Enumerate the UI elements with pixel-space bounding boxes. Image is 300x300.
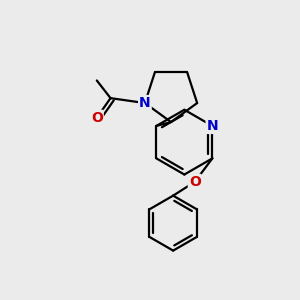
Text: N: N	[139, 96, 151, 110]
Text: O: O	[189, 175, 201, 189]
Text: O: O	[91, 111, 103, 125]
Text: N: N	[207, 119, 218, 133]
